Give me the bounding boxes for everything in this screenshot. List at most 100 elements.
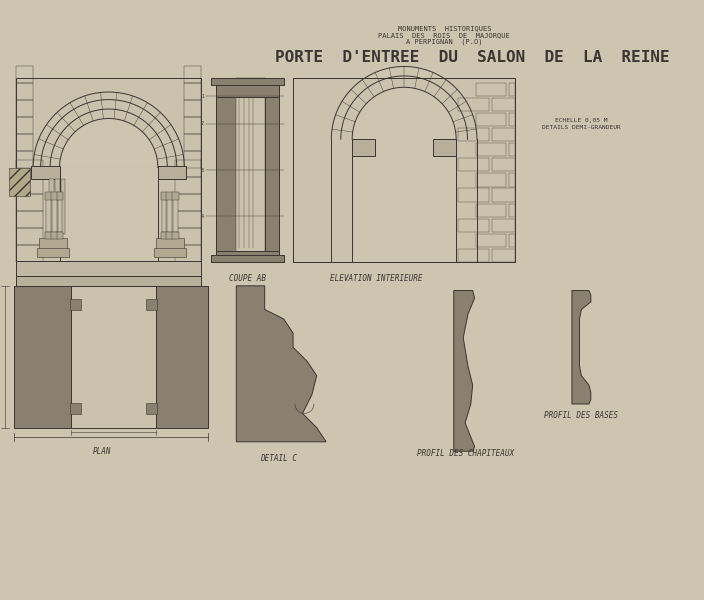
Bar [175,245,201,262]
Bar [16,194,42,211]
Bar [16,160,42,177]
Bar [61,179,65,234]
Bar [60,167,158,262]
Bar [16,100,33,116]
Bar [475,234,505,247]
Text: PLAN: PLAN [92,447,111,456]
Polygon shape [572,290,591,404]
Text: ELEVATION EXTERIEURE: ELEVATION EXTERIEURE [63,291,155,300]
Bar [156,238,184,249]
Bar [458,188,489,202]
Bar [491,98,515,111]
Bar [14,286,71,428]
Bar [184,100,201,116]
Bar [172,232,179,239]
Bar [51,192,58,200]
Bar [175,228,201,245]
Text: A PERPIGNAN  (P.O): A PERPIGNAN (P.O) [406,39,482,46]
Bar [491,188,515,202]
Bar [508,143,515,157]
Bar [51,232,58,239]
Bar [166,232,173,239]
Bar [508,234,515,247]
Bar [475,113,505,126]
Bar [58,196,63,232]
Bar [237,78,265,262]
Bar [215,78,279,262]
Bar [352,139,375,157]
Bar [16,245,42,262]
Text: DETAIL C: DETAIL C [260,454,297,463]
Bar [16,177,42,194]
Bar [16,134,33,151]
Bar [215,78,279,97]
Bar [146,299,157,310]
Polygon shape [237,286,326,442]
Bar [49,179,54,234]
Bar [16,151,33,167]
Bar [16,116,33,134]
Bar [46,196,51,232]
Bar [508,83,515,96]
Text: PROFIL DES CHAPITEAUX: PROFIL DES CHAPITEAUX [417,449,514,458]
Bar [168,196,172,232]
Bar [45,232,52,239]
Bar [184,134,201,151]
Text: 4: 4 [201,214,204,218]
Bar [45,192,52,200]
Bar [475,173,505,187]
Text: PALAIS  DES  ROIS  DE  MAJORQUE: PALAIS DES ROIS DE MAJORQUE [379,32,510,38]
Bar [161,232,168,239]
Text: PORTE  D'ENTREE  DU  SALON  DE  LA  REINE: PORTE D'ENTREE DU SALON DE LA REINE [275,50,670,65]
Bar [37,248,69,257]
Text: PROFIL DES BASES: PROFIL DES BASES [544,411,618,420]
Bar [210,78,284,85]
Bar [146,403,157,415]
Bar [175,177,201,194]
Bar [458,98,489,111]
Text: 3: 3 [201,167,204,173]
Bar [16,261,201,277]
Bar [293,78,515,262]
Bar [39,238,67,249]
Bar [491,218,515,232]
Bar [184,116,201,134]
Bar [16,277,201,286]
Bar [71,286,156,428]
Bar [210,254,284,262]
Bar [508,113,515,126]
Bar [215,78,237,262]
Bar [491,158,515,172]
Bar [173,196,177,232]
Bar [156,286,208,428]
Bar [16,78,201,262]
Text: COUPE AB: COUPE AB [229,274,265,283]
Bar [16,228,42,245]
Bar [55,179,60,234]
Bar [175,194,201,211]
Bar [154,248,187,257]
Bar [172,192,179,200]
Text: ECHELLE 0,05 M: ECHELLE 0,05 M [555,118,608,123]
Bar [158,166,187,179]
Bar [475,143,505,157]
Bar [31,166,60,179]
Bar [458,218,489,232]
Bar [475,83,505,96]
Bar [57,192,63,200]
Polygon shape [60,119,158,167]
Bar [70,299,81,310]
Bar [52,196,57,232]
Bar [9,167,30,196]
Bar [166,192,173,200]
Bar [16,83,33,100]
Bar [161,192,168,200]
Bar [184,151,201,167]
Text: DETAILS DEMI-GRANDEUR: DETAILS DEMI-GRANDEUR [542,125,621,130]
Bar [352,139,456,262]
Bar [508,173,515,187]
Bar [57,232,63,239]
Bar [16,211,42,228]
Bar [265,78,279,262]
Text: 1: 1 [201,94,204,99]
